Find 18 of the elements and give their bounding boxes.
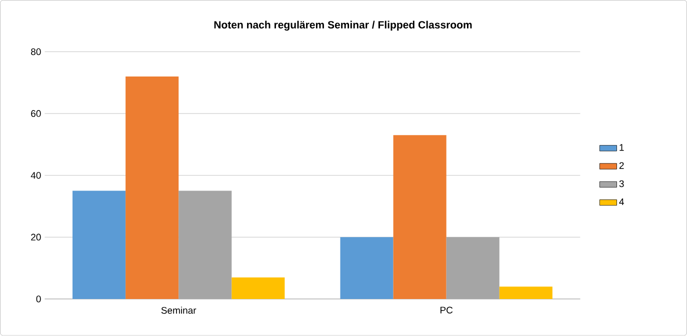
y-tick-label: 40 (30, 172, 41, 179)
x-tick-label: PC (440, 306, 453, 314)
y-tick-label: 80 (31, 48, 41, 56)
bar (393, 135, 446, 300)
bar (232, 277, 285, 300)
bar (72, 190, 126, 300)
y-tick-label: 20 (31, 234, 41, 241)
x-tick-label: Seminar (161, 306, 196, 314)
y-tick-label: 60 (31, 110, 41, 118)
y-tick-label: 0 (36, 296, 41, 302)
bar (499, 286, 552, 300)
legend-label: 4 (619, 198, 624, 206)
bar (126, 76, 179, 300)
bar (340, 237, 394, 300)
chart-title: Noten nach regulärem Seminar / Flipped Classroom (214, 20, 472, 31)
legend-label: 1 (620, 144, 624, 151)
legend-label: 3 (619, 180, 624, 188)
legend-label: 2 (619, 162, 624, 169)
